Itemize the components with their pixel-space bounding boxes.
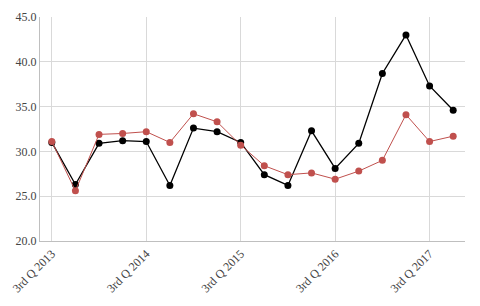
- svg-text:45.0: 45.0: [16, 10, 37, 24]
- svg-text:3rd Q 2017: 3rd Q 2017: [387, 247, 436, 296]
- svg-text:20.0: 20.0: [16, 234, 37, 248]
- svg-text:35.0: 35.0: [16, 100, 37, 114]
- svg-text:25.0: 25.0: [16, 189, 37, 203]
- svg-text:3rd Q 2016: 3rd Q 2016: [293, 247, 342, 296]
- svg-text:40.0: 40.0: [16, 55, 37, 69]
- svg-text:3rd Q 2013: 3rd Q 2013: [10, 247, 59, 296]
- svg-text:30.0: 30.0: [16, 145, 37, 159]
- svg-text:3rd Q 2015: 3rd Q 2015: [198, 247, 247, 296]
- svg-text:3rd Q 2014: 3rd Q 2014: [104, 247, 153, 296]
